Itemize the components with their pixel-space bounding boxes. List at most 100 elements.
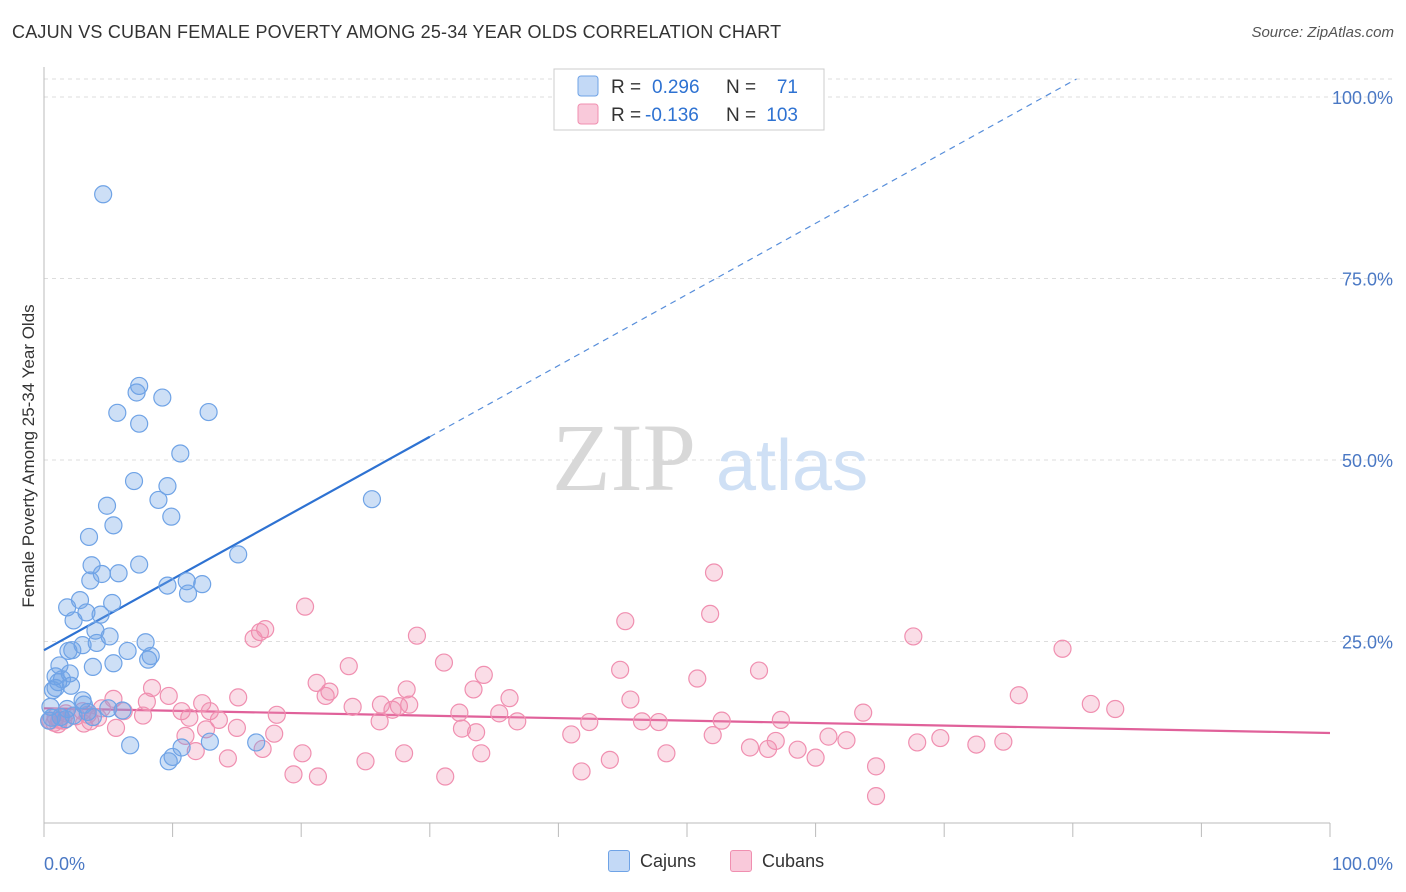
bottom-legend: Cajuns Cubans	[608, 850, 824, 872]
y-tick-label-0: 25.0%	[1342, 633, 1393, 653]
cuban-point-85	[758, 739, 778, 759]
stats-legend: R = 0.296 N = 71 R = -0.136 N = 103	[553, 68, 825, 131]
cuban-point-6	[407, 626, 427, 645]
cuban-point-82	[994, 732, 1013, 751]
cuban-point-88	[253, 739, 272, 759]
cuban-point-74	[562, 725, 581, 744]
cuban-point-90	[394, 744, 414, 763]
cajun-point-56	[78, 702, 97, 722]
cajun-point-12	[97, 496, 117, 515]
cajun-point-35	[87, 633, 106, 653]
cuban-point-94	[600, 750, 619, 769]
cajuns-trendline-extension	[429, 78, 1077, 438]
source-label: Source: ZipAtlas.com	[1251, 24, 1394, 41]
cuban-point-73	[466, 723, 486, 742]
watermark-atlas: atlas	[716, 426, 868, 506]
cajun-point-10	[149, 490, 168, 510]
legend-r-value-cajuns: 0.296	[652, 77, 700, 98]
legend-label-cubans: Cubans	[762, 850, 825, 871]
cuban-point-42	[450, 703, 469, 722]
legend-item-cubans: Cubans	[730, 850, 824, 872]
cuban-point-0	[704, 563, 724, 582]
cuban-point-22	[1009, 686, 1028, 705]
cajun-point-27	[103, 593, 122, 613]
y-tick-label-2: 75.0%	[1342, 270, 1393, 290]
cajun-point-69	[99, 699, 118, 718]
cajun-point-41	[139, 650, 158, 669]
cuban-point-7	[904, 627, 923, 646]
cuban-point-70	[227, 718, 246, 737]
cuban-point-16	[307, 673, 326, 692]
cuban-point-5	[250, 622, 270, 642]
legend-n-label-cajuns: N =	[726, 77, 756, 98]
cuban-point-25	[159, 686, 178, 706]
cuban-point-13	[749, 661, 769, 680]
cuban-point-3	[616, 612, 635, 631]
cuban-point-99	[284, 765, 303, 784]
cajun-point-68	[83, 707, 102, 727]
cuban-point-47	[133, 706, 153, 725]
cuban-point-10	[434, 653, 454, 672]
cajun-point-24	[193, 575, 212, 594]
cajun-point-36	[136, 633, 155, 652]
cajun-point-4	[199, 402, 218, 422]
cuban-point-77	[819, 727, 838, 746]
cuban-point-59	[370, 712, 389, 731]
cajun-point-49	[46, 678, 65, 698]
x-tick-labels: 0.0% 100.0%	[44, 854, 1393, 874]
cuban-point-9	[1053, 639, 1072, 658]
cajun-point-57	[113, 701, 132, 720]
series-cubans-points	[41, 563, 1125, 806]
cuban-point-33	[343, 697, 362, 716]
cuban-point-14	[474, 665, 493, 684]
cajun-point-7	[171, 444, 190, 463]
cajun-point-62	[200, 732, 219, 751]
cajun-point-14	[104, 516, 123, 535]
x-tick-label-1: 100.0%	[1332, 854, 1393, 874]
y-axis-label: Female Poverty Among 25-34 Year Olds	[19, 304, 38, 607]
series-cajuns-points	[40, 185, 382, 771]
cuban-point-100	[436, 767, 455, 786]
cuban-point-26	[229, 688, 248, 707]
cuban-point-72	[452, 719, 472, 738]
cajun-point-9	[124, 471, 144, 491]
cajun-point-64	[121, 736, 140, 755]
cajun-point-13	[162, 507, 181, 526]
cuban-point-95	[356, 752, 375, 771]
cuban-point-12	[611, 660, 630, 679]
cajun-point-43	[83, 657, 102, 677]
cuban-point-54	[508, 712, 527, 731]
cuban-point-76	[703, 726, 722, 745]
cuban-point-60	[771, 710, 790, 730]
cuban-point-52	[180, 708, 199, 727]
trendlines	[43, 78, 1331, 735]
cuban-point-44	[490, 704, 509, 723]
cuban-point-32	[400, 695, 419, 714]
cuban-point-1	[295, 597, 315, 616]
cuban-point-96	[218, 749, 237, 768]
cajun-point-38	[63, 641, 82, 660]
cajun-point-30	[91, 605, 110, 624]
cuban-point-34	[1081, 694, 1100, 714]
cuban-point-81	[908, 733, 927, 752]
cuban-point-36	[1106, 699, 1125, 719]
cuban-point-97	[866, 757, 886, 776]
cuban-point-84	[740, 738, 760, 757]
cuban-point-17	[142, 678, 162, 698]
legend-n-label-cubans: N =	[726, 105, 756, 126]
cajun-point-39	[118, 641, 137, 661]
cuban-point-68	[106, 718, 126, 737]
y-tick-label-3: 100.0%	[1332, 88, 1393, 108]
y-tick-label-1: 50.0%	[1342, 451, 1393, 471]
cuban-point-98	[308, 767, 328, 786]
cajun-point-8	[158, 477, 177, 496]
legend-r-label-cajuns: R =	[611, 77, 641, 98]
legend-swatch-cajuns	[577, 75, 599, 97]
cuban-point-53	[209, 710, 228, 730]
cajun-point-5	[108, 403, 127, 422]
cajun-point-63	[247, 733, 266, 752]
cajun-point-31	[64, 611, 83, 630]
cajun-point-45	[104, 654, 123, 673]
cajun-point-3	[153, 388, 172, 407]
cajun-point-11	[362, 490, 382, 509]
